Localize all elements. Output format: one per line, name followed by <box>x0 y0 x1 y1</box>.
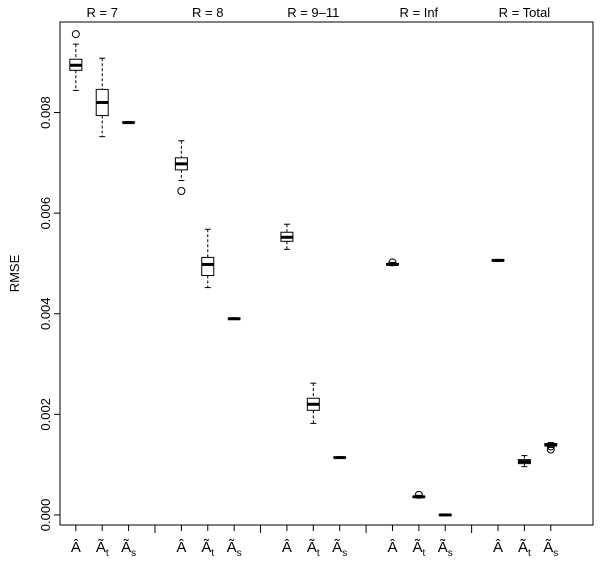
outlier-point <box>388 258 397 267</box>
x-tick-label-main: Â <box>71 539 81 556</box>
outlier-point <box>177 187 186 196</box>
x-tick-label-main: Ã <box>121 539 131 556</box>
x-tick-label-subscript: s <box>448 548 453 559</box>
x-tick-label: Â <box>176 539 186 556</box>
group-label: R = 8 <box>192 5 223 20</box>
x-tick-label-subscript: s <box>131 548 136 559</box>
x-tick-label: Ãs <box>121 539 136 559</box>
x-tick-label-main: Ã <box>96 539 106 556</box>
x-tick-label: Ãt <box>412 539 425 559</box>
x-tick-label: Ãt <box>307 539 320 559</box>
y-tick-label: 0.002 <box>38 398 53 431</box>
x-tick-label-subscript: s <box>237 548 242 559</box>
box <box>438 513 452 517</box>
outlier-point <box>546 445 555 454</box>
x-tick-label-subscript: t <box>528 548 531 559</box>
group-label: R = Inf <box>400 5 439 20</box>
x-tick-label-main: Â <box>176 539 186 556</box>
box <box>122 121 136 125</box>
box <box>280 223 294 250</box>
y-axis-label: RMSE <box>7 254 22 292</box>
x-tick-label-main: Ã <box>412 539 422 556</box>
box <box>385 258 399 267</box>
box <box>227 317 241 321</box>
outlier-point <box>71 30 80 39</box>
x-tick-label-main: Ã <box>227 539 237 556</box>
x-tick-label: Â <box>387 539 397 556</box>
y-tick-label: 0.004 <box>38 297 53 330</box>
x-tick-label: Ãs <box>227 539 242 559</box>
x-tick-label: Ãt <box>518 539 531 559</box>
x-tick-label-subscript: t <box>422 548 425 559</box>
y-tick-label: 0.000 <box>38 499 53 532</box>
box <box>333 456 347 460</box>
x-tick-label-main: Ã <box>201 539 211 556</box>
x-tick-label: Â <box>282 539 292 556</box>
box <box>95 57 109 138</box>
x-tick-label: Ãs <box>543 539 558 559</box>
x-tick-label: Â <box>493 539 503 556</box>
y-tick-label: 0.008 <box>38 96 53 129</box>
x-tick-label: Â <box>71 539 81 556</box>
box <box>201 228 215 289</box>
group-label: R = 9–11 <box>287 5 339 20</box>
x-tick-label-main: Ã <box>518 539 528 556</box>
group-label: R = 7 <box>86 5 117 20</box>
box <box>69 30 83 91</box>
group-label: R = Total <box>499 5 551 20</box>
box <box>491 258 505 262</box>
outlier-point <box>546 442 555 451</box>
x-tick-label-subscript: t <box>211 548 214 559</box>
box <box>306 382 320 424</box>
box <box>174 140 188 196</box>
box <box>412 490 426 499</box>
x-tick-label-main: Â <box>493 539 503 556</box>
x-tick-label-subscript: t <box>106 548 109 559</box>
x-tick-label-main: Ã <box>438 539 448 556</box>
x-tick-label-subscript: t <box>317 548 320 559</box>
box <box>544 442 558 454</box>
x-tick-label-subscript: s <box>553 548 558 559</box>
box <box>517 455 531 468</box>
x-tick-label: Ãs <box>438 539 453 559</box>
box-body <box>201 256 215 277</box>
x-tick-label-main: Â <box>282 539 292 556</box>
outlier-point <box>414 490 423 499</box>
x-tick-label: Ãs <box>332 539 347 559</box>
plot-frame <box>59 21 594 526</box>
x-tick-label-main: Ã <box>332 539 342 556</box>
x-tick-label-main: Ã <box>307 539 317 556</box>
x-tick-label: Ãt <box>201 539 214 559</box>
x-tick-label-main: Ã <box>543 539 553 556</box>
x-tick-label-main: Â <box>387 539 397 556</box>
x-tick-label: Ãt <box>96 539 109 559</box>
x-tick-label-subscript: s <box>342 548 347 559</box>
y-tick-label: 0.006 <box>38 197 53 230</box>
